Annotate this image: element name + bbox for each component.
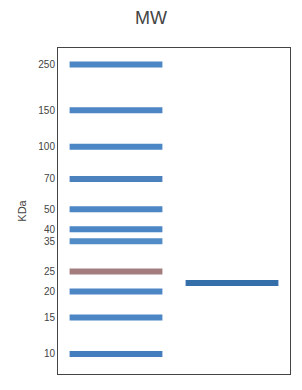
svg-text:40: 40 — [44, 224, 56, 235]
svg-text:35: 35 — [44, 236, 56, 247]
svg-text:15: 15 — [44, 312, 56, 323]
svg-text:50: 50 — [44, 204, 56, 215]
svg-text:150: 150 — [38, 105, 55, 116]
svg-text:70: 70 — [44, 173, 56, 184]
svg-text:250: 250 — [38, 59, 55, 70]
svg-text:KDa: KDa — [16, 199, 28, 221]
svg-text:10: 10 — [44, 348, 56, 359]
svg-text:MW: MW — [135, 8, 167, 28]
svg-text:20: 20 — [44, 286, 56, 297]
svg-text:100: 100 — [38, 141, 55, 152]
svg-text:25: 25 — [44, 266, 56, 277]
